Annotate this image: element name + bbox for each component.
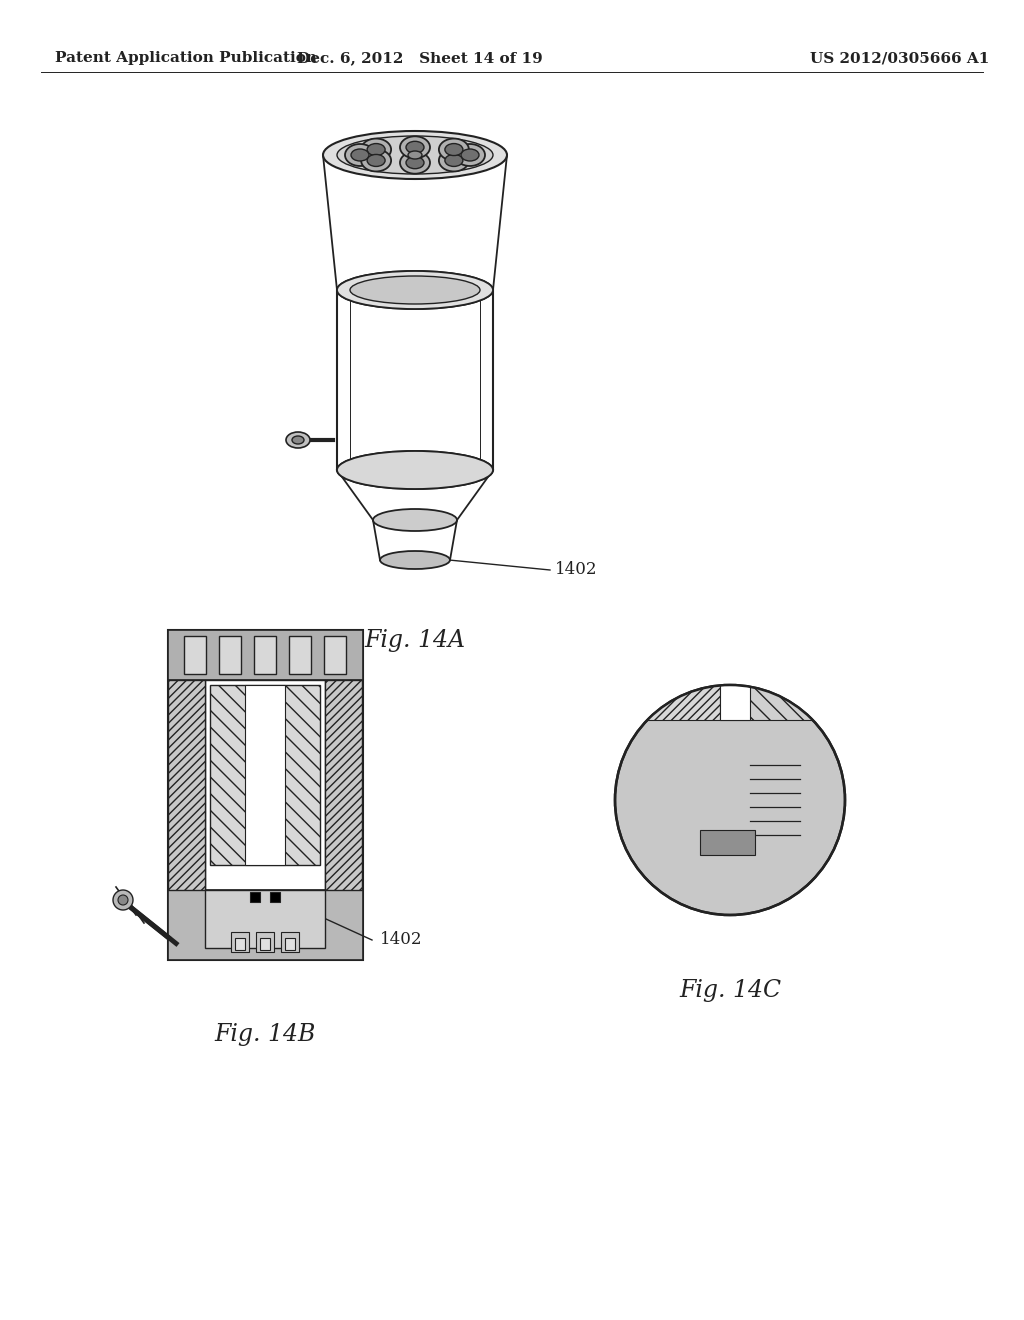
Circle shape — [615, 685, 845, 915]
Ellipse shape — [361, 139, 391, 161]
Ellipse shape — [337, 271, 493, 309]
Ellipse shape — [444, 154, 463, 166]
Ellipse shape — [380, 550, 450, 569]
Ellipse shape — [368, 154, 385, 166]
Circle shape — [118, 895, 128, 906]
Ellipse shape — [406, 141, 424, 153]
Bar — [324, 636, 346, 675]
Bar — [260, 939, 270, 950]
Bar — [168, 630, 362, 680]
Bar — [270, 892, 280, 902]
Text: Fig. 14C: Fig. 14C — [679, 978, 781, 1002]
Text: 1402: 1402 — [555, 561, 597, 578]
Ellipse shape — [400, 152, 430, 174]
Bar — [325, 680, 362, 890]
Bar — [256, 932, 274, 952]
Bar — [285, 939, 295, 950]
Ellipse shape — [292, 436, 304, 444]
Ellipse shape — [337, 451, 493, 488]
Bar — [254, 636, 276, 675]
Ellipse shape — [406, 157, 424, 169]
Bar — [720, 560, 820, 719]
Bar — [234, 939, 245, 950]
Ellipse shape — [439, 149, 469, 172]
Bar — [289, 636, 311, 675]
Ellipse shape — [337, 136, 493, 174]
Bar — [168, 890, 362, 960]
Ellipse shape — [351, 149, 369, 161]
Bar — [700, 830, 755, 855]
Bar — [245, 685, 285, 865]
Text: US 2012/0305666 A1: US 2012/0305666 A1 — [810, 51, 989, 65]
Bar — [231, 932, 249, 952]
Ellipse shape — [408, 150, 422, 158]
Ellipse shape — [455, 144, 485, 166]
Bar — [168, 630, 362, 960]
Circle shape — [113, 890, 133, 909]
Ellipse shape — [444, 144, 463, 156]
Ellipse shape — [361, 149, 391, 172]
Ellipse shape — [439, 139, 469, 161]
Ellipse shape — [373, 510, 457, 531]
Bar — [184, 636, 206, 675]
Ellipse shape — [337, 451, 493, 488]
Bar — [250, 892, 260, 902]
Bar — [205, 680, 325, 890]
Ellipse shape — [400, 136, 430, 158]
Ellipse shape — [368, 144, 385, 156]
Ellipse shape — [323, 131, 507, 180]
Text: 1402: 1402 — [380, 932, 423, 949]
Ellipse shape — [337, 271, 493, 309]
Bar — [720, 560, 750, 719]
Circle shape — [615, 685, 845, 915]
Ellipse shape — [345, 144, 375, 166]
Ellipse shape — [461, 149, 479, 161]
Ellipse shape — [350, 276, 480, 304]
Bar — [281, 932, 299, 952]
Bar — [168, 680, 205, 890]
Bar — [219, 636, 241, 675]
Text: Patent Application Publication: Patent Application Publication — [55, 51, 317, 65]
Text: Dec. 6, 2012   Sheet 14 of 19: Dec. 6, 2012 Sheet 14 of 19 — [297, 51, 543, 65]
Bar — [210, 685, 319, 865]
Text: Fig. 14A: Fig. 14A — [365, 628, 466, 652]
Ellipse shape — [286, 432, 310, 447]
Bar — [610, 560, 720, 719]
Bar — [205, 890, 325, 948]
Text: Fig. 14B: Fig. 14B — [214, 1023, 315, 1047]
